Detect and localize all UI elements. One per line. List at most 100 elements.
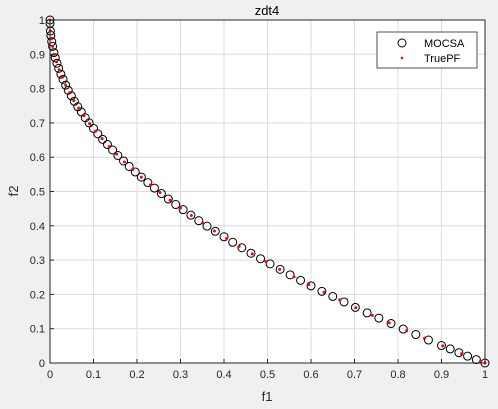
- chart-title: zdt4: [255, 3, 280, 18]
- data-point-truepf: [94, 129, 98, 133]
- data-point-mocsa: [48, 41, 58, 51]
- y-tick-label: 0.9: [30, 49, 45, 61]
- data-point-truepf: [370, 313, 374, 317]
- data-point-truepf: [479, 359, 483, 363]
- x-tick-label: 0.3: [173, 369, 188, 381]
- data-point-mocsa: [398, 324, 408, 334]
- data-point-mocsa: [186, 210, 196, 220]
- legend-label-mocsa: MOCSA: [424, 38, 465, 50]
- y-tick-label: 1: [39, 15, 45, 27]
- data-point-truepf: [148, 183, 152, 187]
- data-point-mocsa: [374, 313, 384, 323]
- data-point-mocsa: [350, 302, 360, 312]
- data-point-mocsa: [202, 221, 212, 231]
- data-point-mocsa: [108, 145, 118, 155]
- y-tick-label: 0: [39, 358, 45, 370]
- data-point-truepf: [57, 68, 61, 72]
- data-point-mocsa: [265, 259, 275, 269]
- data-point-truepf: [237, 244, 241, 248]
- data-point-truepf: [168, 198, 172, 202]
- data-point-mocsa: [66, 91, 76, 101]
- series-mocsa: [45, 15, 490, 368]
- data-point-truepf: [88, 122, 92, 126]
- x-tick-label: 0.5: [260, 369, 275, 381]
- data-point-mocsa: [296, 275, 306, 285]
- data-point-truepf: [139, 175, 143, 179]
- data-point-mocsa: [58, 74, 68, 84]
- data-point-truepf: [77, 106, 81, 110]
- data-point-truepf: [64, 83, 68, 87]
- data-point-mocsa: [306, 281, 316, 291]
- data-point-truepf: [51, 44, 55, 48]
- series-truepf: [48, 18, 487, 365]
- data-point-truepf: [100, 137, 104, 141]
- data-point-truepf: [322, 290, 326, 294]
- data-point-truepf: [338, 298, 342, 302]
- x-tick-label: 0.2: [129, 369, 144, 381]
- data-point-truepf: [72, 99, 76, 103]
- data-point-mocsa: [61, 80, 71, 90]
- x-tick-label: 0.7: [347, 369, 362, 381]
- data-point-mocsa: [362, 308, 372, 318]
- data-point-mocsa: [445, 344, 455, 354]
- legend-box: [376, 31, 478, 69]
- x-tick-label: 0.8: [390, 369, 405, 381]
- y-tick-label: 0.7: [30, 118, 45, 130]
- y-tick-label: 0.8: [30, 84, 45, 96]
- data-point-mocsa: [163, 194, 173, 204]
- data-point-mocsa: [339, 297, 349, 307]
- data-point-mocsa: [219, 232, 229, 242]
- data-point-mocsa: [130, 167, 140, 177]
- data-point-truepf: [307, 282, 311, 286]
- data-point-mocsa: [171, 200, 181, 210]
- data-point-mocsa: [194, 216, 204, 226]
- data-point-mocsa: [256, 254, 266, 264]
- data-point-truepf: [52, 52, 56, 56]
- data-point-mocsa: [275, 264, 285, 274]
- y-tick-label: 0.6: [30, 152, 45, 164]
- x-axis-label: f1: [262, 389, 273, 404]
- x-tick-label: 0.6: [303, 369, 318, 381]
- x-tick-label: 0.1: [86, 369, 101, 381]
- data-point-truepf: [354, 306, 358, 310]
- data-point-mocsa: [63, 85, 73, 95]
- data-point-mocsa: [98, 134, 108, 144]
- data-point-truepf: [250, 252, 254, 256]
- y-tick-label: 0.2: [30, 289, 45, 301]
- data-point-truepf: [49, 37, 53, 41]
- data-point-truepf: [460, 352, 464, 356]
- data-point-truepf: [441, 344, 445, 348]
- data-point-truepf: [405, 329, 409, 333]
- data-point-truepf: [292, 275, 296, 279]
- series-layer: [45, 15, 490, 368]
- data-point-truepf: [264, 259, 268, 263]
- data-point-truepf: [68, 91, 72, 95]
- y-tick-label: 0.1: [30, 324, 45, 336]
- data-point-truepf: [131, 168, 135, 172]
- data-point-mocsa: [423, 335, 433, 345]
- data-point-mocsa: [285, 270, 295, 280]
- data-point-mocsa: [246, 248, 256, 258]
- y-tick-label: 0.3: [30, 255, 45, 267]
- data-point-mocsa: [113, 150, 123, 160]
- legend-marker-mocsa: [397, 38, 407, 48]
- data-point-truepf: [278, 267, 282, 271]
- data-point-truepf: [201, 221, 205, 225]
- data-point-truepf: [387, 321, 391, 325]
- legend-marker-truepf: [400, 56, 404, 60]
- data-point-mocsa: [56, 69, 66, 79]
- data-point-mocsa: [143, 178, 153, 188]
- data-point-mocsa: [210, 226, 220, 236]
- data-point-mocsa: [454, 348, 464, 358]
- data-point-mocsa: [54, 63, 64, 73]
- legend-label-truepf: TruePF: [424, 53, 461, 65]
- legend: MOCSA TruePF: [376, 31, 478, 69]
- data-point-mocsa: [102, 140, 112, 150]
- data-point-mocsa: [237, 243, 247, 253]
- data-point-mocsa: [463, 351, 473, 361]
- x-tick-label: 0.4: [216, 369, 231, 381]
- data-point-mocsa: [317, 286, 327, 296]
- data-point-mocsa: [149, 183, 159, 193]
- y-tick-label: 0.4: [30, 221, 45, 233]
- data-point-truepf: [60, 75, 64, 79]
